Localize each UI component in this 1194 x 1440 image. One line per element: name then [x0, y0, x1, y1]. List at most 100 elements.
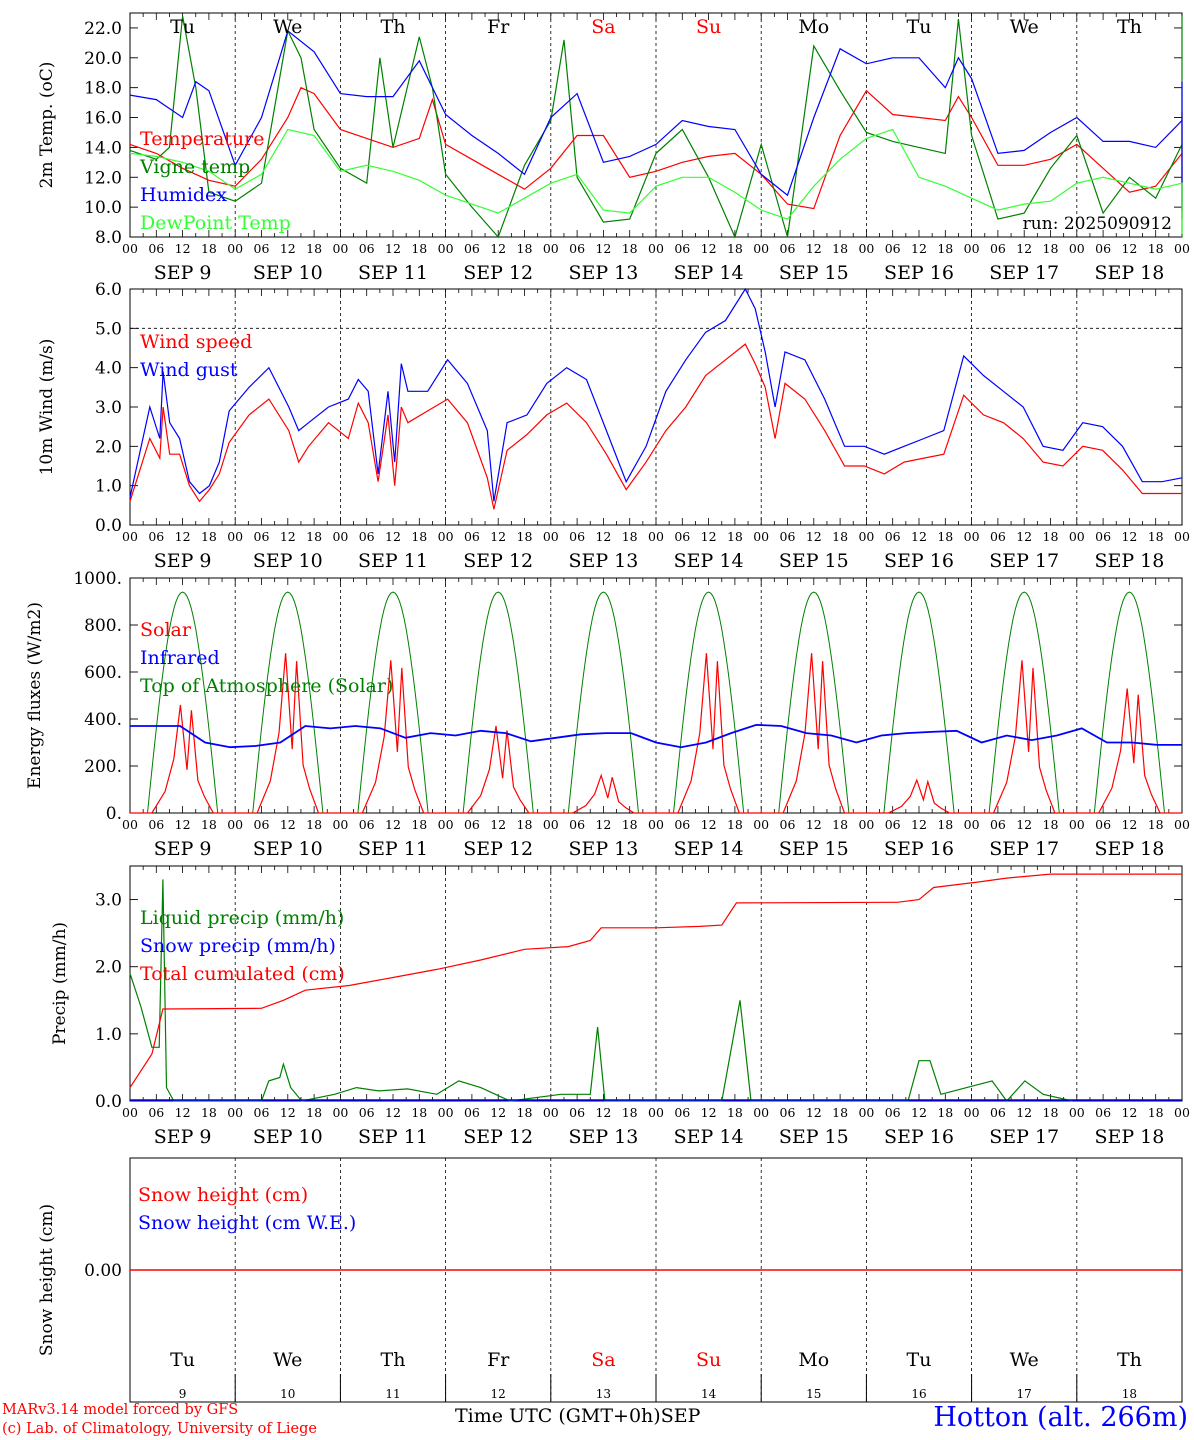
hour-tick-label: 12 [280, 241, 296, 256]
hour-tick-label: 00 [964, 241, 980, 256]
hour-tick-label: 12 [490, 529, 506, 544]
date-label: SEP 10 [253, 262, 323, 284]
hour-tick-label: 18 [306, 1105, 322, 1120]
hour-tick-label: 18 [411, 817, 427, 832]
hour-tick-label: 18 [937, 1105, 953, 1120]
station-name: Hotton (alt. 266m) [933, 1402, 1188, 1433]
hour-tick-label: 00 [858, 1105, 874, 1120]
hour-tick-label: 06 [148, 241, 164, 256]
hour-tick-label: 12 [806, 817, 822, 832]
hour-tick-label: 06 [464, 817, 480, 832]
hour-tick-label: 06 [885, 1105, 901, 1120]
date-label: SEP 14 [674, 838, 744, 860]
hour-tick-label: 12 [701, 241, 717, 256]
series-line [129, 15, 1183, 239]
solar-line [866, 778, 972, 814]
hour-tick-label: 18 [727, 1105, 743, 1120]
hour-tick-label: 00 [858, 241, 874, 256]
month-label: SEP [660, 1405, 701, 1427]
date-label: SEP 17 [989, 1126, 1059, 1148]
hour-tick-label: 18 [1148, 529, 1164, 544]
y-tick-label: 18.0 [84, 79, 122, 99]
hour-tick-label: 00 [648, 529, 664, 544]
hour-tick-label: 06 [674, 1105, 690, 1120]
y-tick-label: 10.0 [84, 198, 122, 218]
hour-tick-label: 00 [753, 817, 769, 832]
date-number: 18 [1122, 1387, 1137, 1401]
hour-tick-label: 06 [569, 817, 585, 832]
date-label: SEP 13 [568, 550, 638, 572]
date-number: 17 [1017, 1387, 1032, 1401]
day-label: Mo [798, 16, 829, 38]
hour-tick-label: 00 [858, 529, 874, 544]
legend-entry: Snow precip (mm/h) [140, 935, 336, 957]
hour-tick-label: 18 [517, 529, 533, 544]
hour-tick-label: 00 [964, 1105, 980, 1120]
date-label: SEP 14 [674, 1126, 744, 1148]
solar-line [971, 660, 1077, 814]
hour-tick-label: 12 [1121, 241, 1137, 256]
hour-tick-label: 18 [1043, 817, 1059, 832]
toa-solar-arch [550, 591, 656, 814]
hour-tick-label: 12 [911, 817, 927, 832]
y-tick-label: 22.0 [84, 19, 122, 39]
hour-tick-label: 06 [254, 1105, 270, 1120]
hour-tick-label: 00 [1069, 529, 1085, 544]
date-label: SEP 17 [989, 838, 1059, 860]
date-label: SEP 16 [884, 262, 954, 284]
day-label: Th [381, 1349, 406, 1371]
hour-tick-label: 18 [517, 1105, 533, 1120]
day-label: We [273, 16, 302, 38]
y-tick-label: 1.0 [95, 1025, 122, 1045]
hour-tick-label: 18 [937, 241, 953, 256]
hour-tick-label: 18 [622, 817, 638, 832]
date-label: SEP 14 [674, 262, 744, 284]
date-label: SEP 15 [779, 550, 849, 572]
y-tick-label: 400. [84, 710, 122, 730]
y-tick-label: 14.0 [84, 138, 122, 158]
y-axis-label: 2m Temp. (oC) [37, 62, 57, 189]
hour-tick-label: 18 [832, 241, 848, 256]
date-label: SEP 11 [358, 1126, 428, 1148]
hour-tick-label: 12 [385, 241, 401, 256]
solar-line [761, 653, 867, 814]
hour-tick-label: 12 [806, 529, 822, 544]
date-label: SEP 14 [674, 550, 744, 572]
date-label: SEP 11 [358, 550, 428, 572]
hour-tick-label: 00 [122, 529, 138, 544]
date-label: SEP 18 [1094, 1126, 1164, 1148]
date-label: SEP 12 [463, 262, 533, 284]
date-label: SEP 11 [358, 838, 428, 860]
hour-tick-label: 12 [911, 529, 927, 544]
hour-tick-label: 06 [1095, 817, 1111, 832]
hour-tick-label: 06 [464, 1105, 480, 1120]
hour-tick-label: 06 [990, 529, 1006, 544]
day-label: We [1010, 16, 1039, 38]
hour-tick-label: 00 [1174, 817, 1190, 832]
legend-entry: Total cumulated (cm) [140, 963, 345, 985]
day-label: Tu [170, 16, 195, 38]
solar-line [1076, 688, 1182, 814]
hour-tick-label: 12 [595, 241, 611, 256]
date-number: 15 [806, 1387, 821, 1401]
day-label: Tu [170, 1349, 195, 1371]
hour-tick-label: 06 [674, 817, 690, 832]
legend-entry: Liquid precip (mm/h) [140, 907, 344, 929]
hour-tick-label: 12 [175, 1105, 191, 1120]
date-label: SEP 10 [253, 838, 323, 860]
hour-tick-label: 00 [227, 241, 243, 256]
legend-entry: Snow height (cm W.E.) [138, 1212, 356, 1234]
y-tick-label: 200. [84, 757, 122, 777]
hour-tick-label: 18 [1148, 1105, 1164, 1120]
hour-tick-label: 06 [780, 529, 796, 544]
y-axis-label: 10m Wind (m/s) [37, 339, 57, 476]
date-label: SEP 17 [989, 550, 1059, 572]
solar-line [656, 653, 762, 814]
y-tick-label: 0. [106, 804, 122, 824]
y-tick-label: 6.0 [95, 280, 122, 300]
y-axis-label: Precip (mm/h) [50, 922, 70, 1045]
run-label: run: 2025090912 [1023, 214, 1172, 234]
hour-tick-label: 06 [148, 817, 164, 832]
hour-tick-label: 06 [990, 817, 1006, 832]
